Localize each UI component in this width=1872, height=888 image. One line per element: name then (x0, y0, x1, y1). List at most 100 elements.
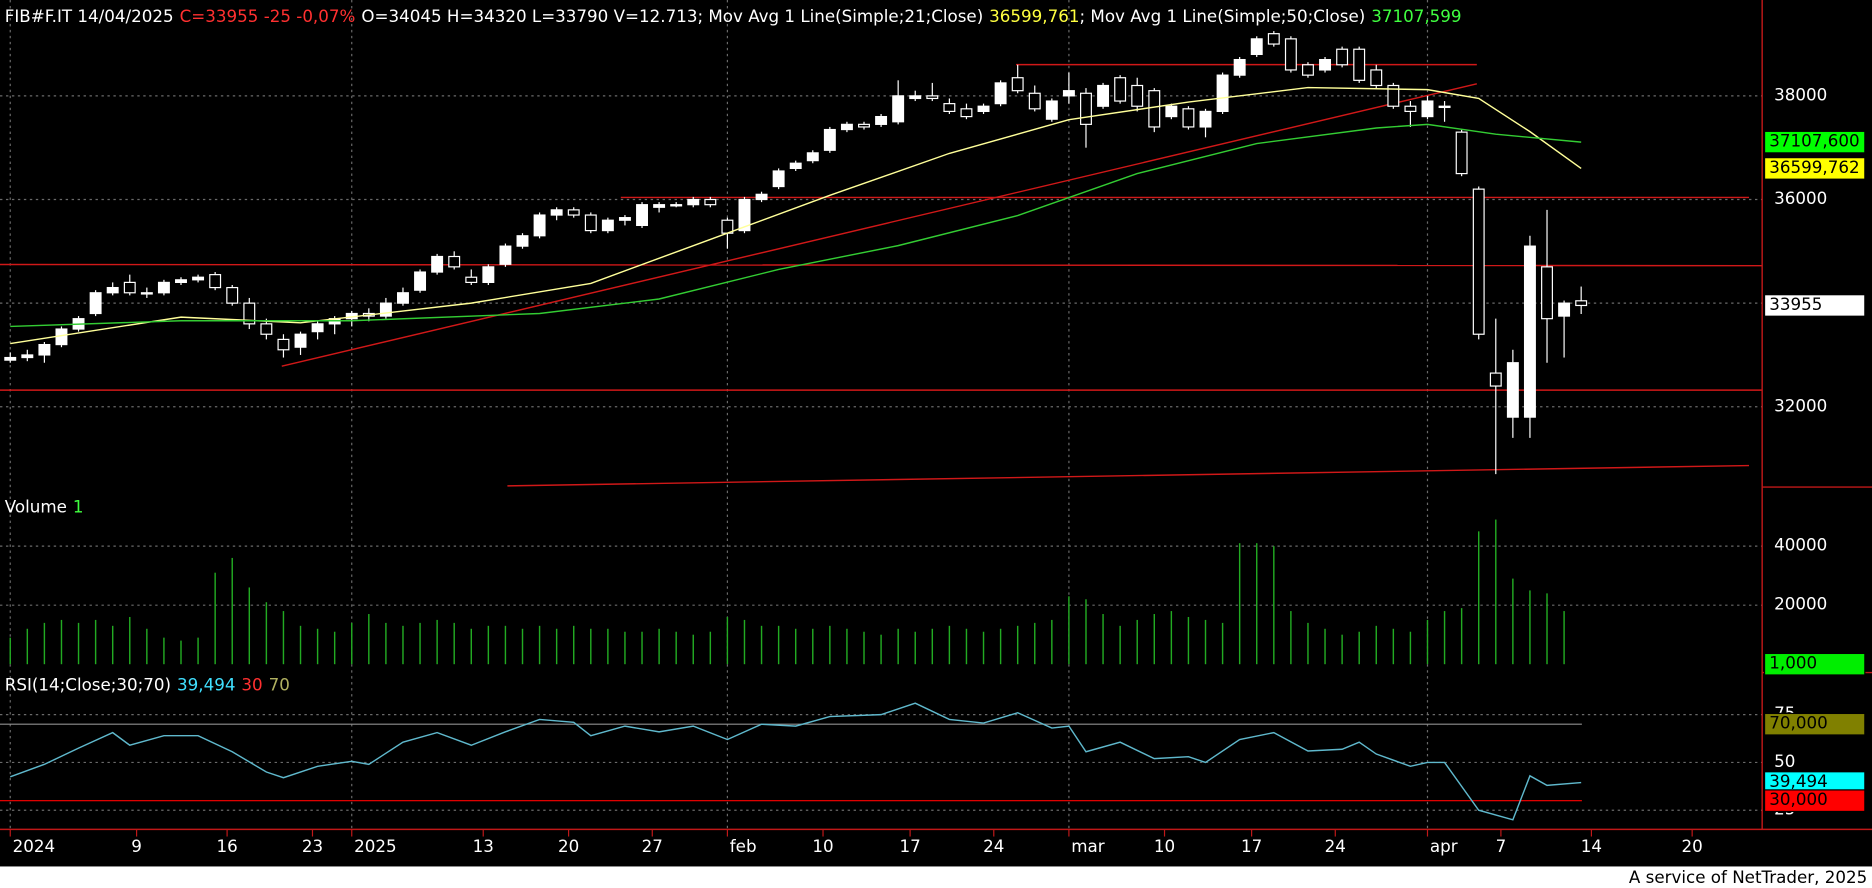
x-tick-label: 7 (1496, 836, 1507, 856)
volume-bar (573, 625, 575, 665)
value-box-label: 36599,762 (1769, 157, 1859, 177)
volume-bar (658, 628, 660, 665)
candle-body (1148, 90, 1161, 128)
labels: FIB#F.IT 14/04/2025 C=33955 -25 -0,07% O=3… (5, 5, 1866, 856)
title-part: 1 (73, 496, 84, 516)
candle-body (1267, 33, 1280, 45)
title-part: 39,494 (177, 674, 235, 694)
candle-body (123, 281, 136, 294)
volume-bar (675, 631, 677, 665)
volume-bar (1409, 631, 1412, 665)
x-tick-label: 17 (899, 836, 920, 856)
candle-body (431, 255, 444, 273)
volume-bar (94, 619, 97, 665)
volume-bar (60, 619, 63, 665)
candle-body (550, 209, 563, 216)
candle-body (482, 266, 495, 284)
pane-title: RSI(14;Close;30;70) 39,494 30 70 (5, 674, 290, 694)
volume-bar (316, 628, 319, 665)
x-tick-label: 24 (1325, 836, 1346, 856)
volume-bar (794, 628, 797, 665)
volume-bar (521, 628, 524, 665)
volume-bar (1238, 543, 1241, 665)
candle-body (943, 103, 956, 113)
candle-body (1541, 266, 1553, 320)
candle-body (1575, 300, 1588, 307)
volume-bar (726, 616, 729, 665)
candle-body (226, 286, 239, 304)
volume-bar (1529, 590, 1531, 665)
candle-body (875, 115, 888, 125)
volume-bar (999, 628, 1002, 665)
title-part: 70 (269, 674, 290, 694)
volume-bar (1512, 578, 1514, 665)
volume-bar (470, 628, 472, 665)
title-part: Volume (5, 496, 67, 516)
volume-bar (1495, 519, 1497, 665)
volume-bar (1068, 596, 1070, 665)
volume-bar (931, 628, 934, 665)
volume-bar (163, 637, 165, 665)
volume-bar (863, 631, 865, 665)
value-box (1763, 652, 1866, 676)
y-tick-label: 32000 (1774, 395, 1827, 415)
volume-bar (1085, 599, 1087, 665)
candle-body (653, 204, 666, 208)
volume-bar (1563, 611, 1565, 665)
volume-bar (111, 625, 114, 665)
trend-line (507, 464, 1750, 487)
candle-body (704, 198, 717, 206)
title-part: 36599,761 (989, 5, 1079, 25)
candle-body (977, 105, 990, 113)
value-box-label: 37107,600 (1769, 131, 1859, 151)
y-tick-label: 40000 (1774, 535, 1827, 555)
volume-bar (1392, 628, 1395, 665)
volume-bar (641, 631, 643, 665)
candle-body (892, 95, 905, 123)
volume-bar (590, 628, 592, 665)
volume-bar (1102, 614, 1104, 665)
x-tick-label: mar (1071, 836, 1104, 856)
volume-bar (1290, 611, 1292, 665)
title-part: C=33955 -25 -0,07% (180, 5, 356, 25)
candle-body (465, 276, 478, 284)
y-tick-label: 50 (1774, 751, 1795, 771)
volume-bar (846, 628, 848, 665)
candle-body (1319, 58, 1332, 71)
volume-bar (1221, 622, 1224, 665)
candle-body (1199, 110, 1212, 128)
candle-body (21, 354, 34, 359)
footer-bar (0, 866, 1872, 888)
volume-bar (880, 634, 882, 665)
volume-bar (197, 637, 199, 665)
candle-body (1114, 77, 1127, 102)
volume-bar (487, 625, 490, 665)
volume-bar (333, 631, 336, 665)
candle-body (1421, 100, 1434, 118)
x-tick-label: 23 (302, 836, 323, 856)
candle-body (772, 170, 785, 188)
candle-body (1472, 188, 1485, 335)
candle-body (909, 95, 922, 100)
candle-body (1506, 362, 1519, 418)
candle-body (157, 281, 170, 294)
grid (0, 0, 1763, 837)
candle-body (1233, 58, 1246, 76)
value-box-label: 39,494 (1769, 771, 1827, 791)
candle-body (1336, 48, 1349, 66)
trend-line (0, 263, 1763, 267)
candle-body (1284, 38, 1297, 71)
title-part: O=34045 H=34320 L=33790 V=12.713 (361, 5, 697, 25)
candle-body (687, 198, 700, 206)
candle-body (277, 338, 290, 351)
candle-body (448, 255, 461, 268)
pane-title: Volume 1 (5, 496, 84, 516)
volume-bar (265, 602, 268, 665)
value-box-label: 70,000 (1769, 713, 1827, 733)
volume-bar (948, 625, 951, 665)
candle-body (1062, 90, 1075, 97)
candle-body (209, 274, 222, 289)
volume-bar (214, 572, 216, 665)
